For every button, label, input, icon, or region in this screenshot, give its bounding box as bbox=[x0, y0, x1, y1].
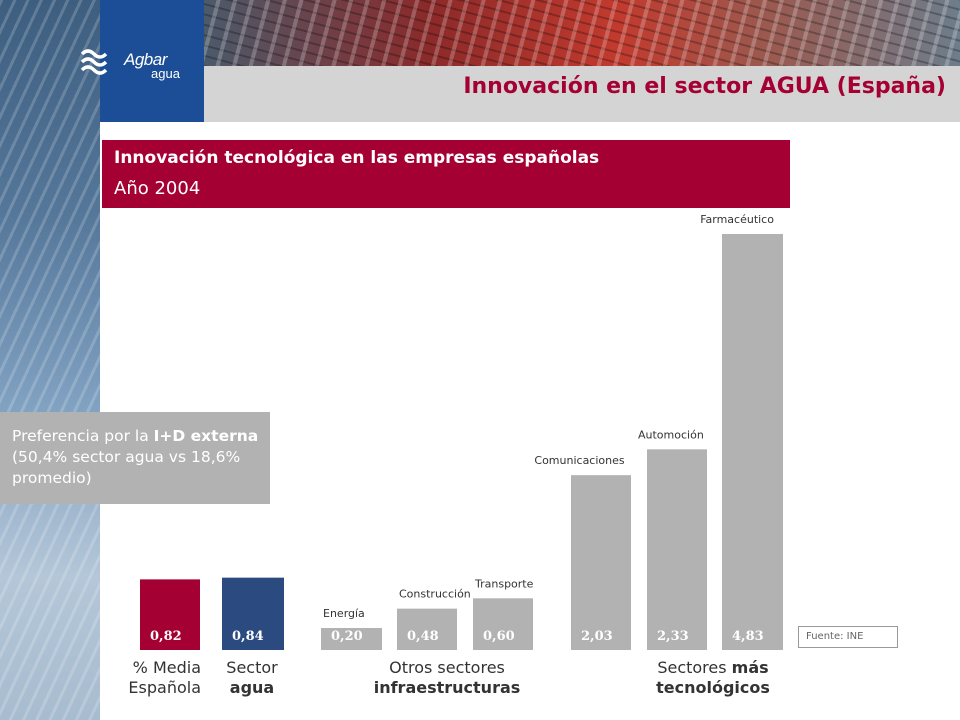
bar-comunicaciones bbox=[571, 475, 631, 650]
value-label-media-espanola: 0,82 bbox=[150, 629, 182, 644]
bar-sector-agua bbox=[222, 577, 284, 650]
category-label-energia: Energía bbox=[323, 607, 365, 620]
group-label-agua-line2: agua bbox=[229, 678, 275, 697]
callout-text-part1: Preferencia por la bbox=[12, 427, 154, 445]
value-label-transporte: 0,60 bbox=[483, 629, 515, 644]
value-label-comunicaciones: 2,03 bbox=[581, 629, 613, 644]
group-label-tech: Sectores más tecnológicos bbox=[640, 658, 786, 698]
category-label-construccion: Construcción bbox=[399, 588, 471, 601]
chart-year: Año 2004 bbox=[114, 178, 201, 199]
callout-text-bold: I+D externa bbox=[153, 427, 259, 445]
bar-automocion bbox=[647, 449, 707, 650]
group-label-infra: Otros sectores infraestructuras bbox=[360, 658, 534, 698]
group-label-media-line2: Española bbox=[128, 678, 201, 697]
group-label-tech-line1b: más bbox=[731, 658, 769, 677]
bar-transporte bbox=[473, 598, 533, 650]
value-label-automocion: 2,33 bbox=[657, 629, 689, 644]
building-photo-left bbox=[0, 0, 100, 720]
group-label-media-line1: % Media bbox=[132, 658, 201, 677]
bar-farmaceutico bbox=[722, 234, 783, 650]
chart-title-box: Innovación tecnológica en las empresas e… bbox=[102, 140, 790, 208]
category-label-farmaceutico: Farmacéutico bbox=[700, 213, 774, 226]
page-title: Innovación en el sector AGUA (España) bbox=[463, 74, 946, 99]
group-label-agua-line1: Sector bbox=[226, 658, 278, 677]
group-label-agua: Sector agua bbox=[220, 658, 284, 698]
bar-media-espanola bbox=[140, 579, 200, 650]
group-label-tech-line2: tecnológicos bbox=[656, 678, 770, 697]
group-label-infra-line2: infraestructuras bbox=[373, 678, 521, 697]
category-label-transporte: Transporte bbox=[474, 577, 534, 590]
category-label-comunicaciones: Comunicaciones bbox=[534, 454, 624, 467]
source-note: Fuente: INE bbox=[798, 626, 898, 648]
logo-text-agua: agua bbox=[151, 66, 180, 81]
title-band bbox=[204, 66, 960, 122]
callout-box: Preferencia por la I+D externa (50,4% se… bbox=[0, 412, 270, 504]
value-label-farmaceutico: 4,83 bbox=[732, 629, 764, 644]
bar-energia bbox=[321, 628, 382, 650]
value-label-construccion: 0,48 bbox=[407, 629, 439, 644]
bar-construccion bbox=[397, 608, 457, 650]
chart-subtitle: Innovación tecnológica en las empresas e… bbox=[114, 148, 600, 168]
group-label-infra-line1: Otros sectores bbox=[389, 658, 505, 677]
category-label-automocion: Automoción bbox=[638, 428, 704, 441]
value-label-energia: 0,20 bbox=[331, 629, 363, 644]
logo-background bbox=[100, 0, 204, 122]
group-label-tech-line1: Sectores más bbox=[640, 658, 786, 678]
callout-text-part2: (50,4% sector agua vs 18,6% promedio) bbox=[12, 448, 241, 487]
logo-text-agbar: Agbar bbox=[124, 50, 167, 69]
callout-text: Preferencia por la I+D externa (50,4% se… bbox=[12, 426, 266, 489]
value-label-sector-agua: 0,84 bbox=[232, 629, 264, 644]
building-photo-top bbox=[200, 0, 960, 66]
group-label-media: % Media Española bbox=[117, 658, 201, 698]
agbar-waves-icon bbox=[80, 49, 108, 75]
group-label-tech-line1a: Sectores bbox=[657, 658, 732, 677]
